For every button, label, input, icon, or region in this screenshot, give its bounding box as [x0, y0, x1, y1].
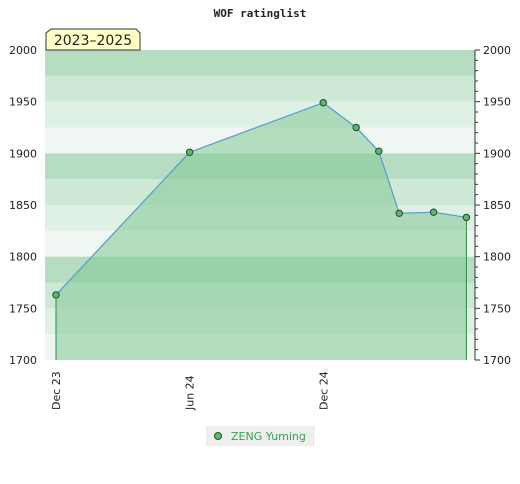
y-tick-label-right: 2000 — [483, 44, 511, 57]
data-point — [375, 147, 383, 155]
series-line — [55, 101, 467, 296]
data-point — [52, 291, 60, 299]
y-tick-label-right: 1950 — [483, 96, 511, 109]
y-tick-label-left: 1750 — [9, 302, 37, 315]
period-badge: 2023–2025 — [45, 28, 141, 51]
legend-box — [206, 426, 315, 446]
series-area — [56, 102, 467, 360]
y-tick-label-left: 1800 — [9, 251, 37, 264]
area-layer — [55, 101, 467, 360]
y-tick-label-right: 1850 — [483, 199, 511, 212]
y-tick-label-left: 2000 — [9, 44, 37, 57]
y-tick-label-left: 1900 — [9, 147, 37, 160]
x-tick-label: Dec 24 — [317, 371, 330, 410]
y-tick-label-left: 1700 — [9, 354, 37, 367]
y-tick-label-right: 1750 — [483, 302, 511, 315]
points-layer — [52, 99, 471, 299]
background-band — [45, 50, 475, 76]
background-band — [45, 101, 475, 128]
data-point — [462, 213, 471, 222]
y-tick-label-left: 1850 — [9, 199, 37, 212]
data-point — [185, 148, 194, 157]
legend-label: ZENG Yuming — [231, 430, 306, 443]
legend[interactable]: ZENG Yuming — [206, 426, 315, 446]
period-badge-box — [45, 28, 141, 51]
x-axis: Dec 23 Jun 24 Dec 24 — [50, 371, 330, 411]
legend-marker — [214, 432, 222, 440]
y-tick-label-right: 1900 — [483, 147, 511, 160]
background-band — [45, 75, 475, 102]
y-tick-label-left: 1950 — [9, 96, 37, 109]
data-point — [352, 123, 360, 132]
x-tick-label: Dec 23 — [50, 371, 63, 410]
y-tick-label-right: 1700 — [483, 354, 511, 367]
y-tick-label-right: 1800 — [483, 251, 511, 264]
x-tick-label: Jun 24 — [184, 375, 197, 411]
y-axis-right: 1700 1750 1800 1850 1900 1950 2000 — [474, 44, 511, 367]
data-point — [429, 208, 438, 216]
data-point — [319, 99, 327, 107]
chart-title: WOF ratinglist — [214, 7, 307, 20]
period-badge-text: 2023–2025 — [54, 33, 132, 49]
data-point — [395, 209, 403, 217]
y-axis-left: 1700 1750 1800 1850 1900 1950 2000 — [9, 44, 37, 367]
